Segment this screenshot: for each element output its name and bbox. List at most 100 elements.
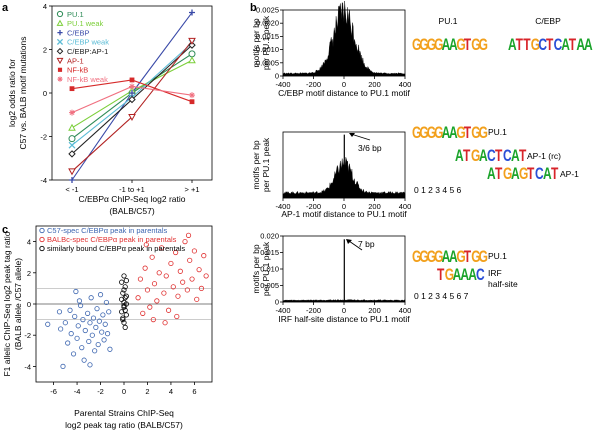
logo-letter: G bbox=[445, 266, 454, 284]
logo-letter: G bbox=[419, 248, 428, 266]
scatter-point bbox=[156, 270, 162, 276]
hist-irf-y-label-line1: motifs per bp bbox=[251, 244, 261, 293]
logo-letter: G bbox=[519, 165, 528, 183]
scatter-point bbox=[123, 277, 129, 284]
panel-label-b: b bbox=[250, 2, 257, 14]
scatter-point bbox=[143, 242, 149, 248]
logo-letter: G bbox=[427, 248, 436, 266]
y-tick-label: 0 bbox=[275, 298, 279, 307]
logo-row2-ap1rc-label: AP-1 (rc) bbox=[527, 151, 561, 161]
panel-a-x-label-line1: C/EBPα ChIP-Seq log2 ratio bbox=[79, 194, 186, 204]
logo-letter: T bbox=[519, 147, 527, 165]
logo-letter: G bbox=[479, 36, 488, 54]
x-tick-label: -6 bbox=[50, 387, 57, 396]
logo-pu1-title: PU.1 bbox=[439, 16, 458, 26]
hist-ap1-y-label-line2: per PU.1 peak bbox=[261, 137, 271, 192]
scatter-point bbox=[68, 331, 74, 337]
scatter-point bbox=[88, 295, 94, 301]
logo-letter: A bbox=[508, 36, 517, 54]
series-point bbox=[189, 92, 195, 99]
panel-label-a: a bbox=[2, 2, 9, 14]
logo-letter: T bbox=[437, 266, 445, 284]
logo-letter: T bbox=[516, 36, 524, 54]
logo-row2-pu1-label: PU.1 bbox=[488, 127, 507, 137]
logo-letter: G bbox=[434, 36, 443, 54]
series-line bbox=[71, 40, 193, 172]
x-tick-label: 4 bbox=[169, 387, 173, 396]
panel-c-x-label-line2: log2 peak tag ratio (BALB/C57) bbox=[65, 420, 183, 430]
scatter-point bbox=[74, 335, 80, 341]
x-tick-label: 6 bbox=[192, 387, 196, 396]
logo-row2-ap1-label: AP-1 bbox=[560, 169, 579, 179]
y-tick-label: 2 bbox=[27, 269, 31, 278]
x-tick-label: > +1 bbox=[184, 185, 199, 194]
logo-row2-ap1-rc: A T GA C T C A T bbox=[455, 147, 527, 165]
x-tick-label: -200 bbox=[306, 80, 321, 89]
scatter-point bbox=[142, 265, 148, 271]
scatter-point bbox=[154, 298, 160, 304]
logo-letter: A bbox=[449, 36, 458, 54]
logo-letter: A bbox=[584, 36, 593, 54]
scatter-point bbox=[102, 321, 108, 327]
logo-letter: G bbox=[427, 124, 436, 142]
legend-marker bbox=[56, 19, 64, 26]
legend-marker bbox=[56, 57, 64, 65]
series-point bbox=[188, 50, 196, 58]
legend-marker bbox=[57, 30, 63, 36]
series-point bbox=[68, 168, 76, 176]
logo-letter: G bbox=[412, 248, 421, 266]
hist-irf-x-ticks: -400 -200 0 200 400 bbox=[275, 302, 411, 315]
panel-c-x-ticks: -6 -4 -2 0 2 4 6 bbox=[50, 382, 196, 396]
logo-letter: T bbox=[546, 36, 554, 54]
y-tick-label: -4 bbox=[40, 176, 47, 185]
series-point bbox=[69, 177, 75, 183]
logo-letter: G bbox=[434, 248, 443, 266]
x-tick-label: 0 bbox=[122, 387, 126, 396]
scatter-point bbox=[173, 249, 179, 256]
logo-letter: T bbox=[495, 165, 503, 183]
logo-row3-positions: 0 1 2 3 4 5 6 7 bbox=[414, 291, 469, 301]
scatter-point bbox=[158, 245, 165, 251]
panel-a-y-ticks: -4 -2 0 2 4 bbox=[40, 2, 52, 185]
legend-label: C/EBP bbox=[67, 28, 90, 37]
logo-letter: G bbox=[503, 165, 512, 183]
x-tick-label: 0 bbox=[342, 80, 346, 89]
scatter-point bbox=[87, 320, 93, 326]
logo-letter: G bbox=[412, 36, 421, 54]
legend-label: NF-kB weak bbox=[67, 75, 108, 84]
x-tick-label: 400 bbox=[399, 80, 412, 89]
logo-letter: T bbox=[569, 36, 577, 54]
x-tick-label: 0 bbox=[342, 202, 346, 211]
y-tick-label: 0.0010 bbox=[256, 45, 279, 54]
logo-row3-irf-sublabel: half-site bbox=[488, 279, 518, 289]
scatter-point bbox=[99, 329, 105, 335]
scatter-point bbox=[120, 316, 126, 323]
series-point bbox=[189, 99, 195, 105]
legend-label: C/EBP weak bbox=[67, 38, 109, 47]
series-point bbox=[189, 9, 195, 16]
scatter-point bbox=[89, 332, 95, 338]
series-point bbox=[188, 37, 196, 45]
scatter-point bbox=[177, 268, 183, 274]
series-point bbox=[128, 95, 136, 104]
legend-label: NF-kB bbox=[67, 66, 88, 75]
legend-label: C57-spec C/EBPα peak in parentals bbox=[47, 226, 167, 235]
legend-marker bbox=[57, 76, 63, 82]
panel-b-irf-histogram: 0 0.005 0.010 0.015 0.020 -400 -200 0 200 400 7 … bbox=[251, 232, 411, 325]
panel-a-series bbox=[68, 9, 196, 183]
scatter-point bbox=[168, 260, 174, 267]
logo-letter: A bbox=[449, 124, 458, 142]
hist-cebp-x-ticks: -400 -200 0 200 400 bbox=[275, 76, 411, 89]
panel-a-x-label-line2: (BALB/C57) bbox=[109, 206, 155, 216]
scatter-point bbox=[140, 310, 146, 316]
series-point bbox=[129, 90, 135, 96]
logo-letter: T bbox=[551, 165, 559, 183]
legend-label: similarly bound C/EBPα peak in parentals bbox=[47, 244, 185, 253]
logo-letter: A bbox=[468, 266, 477, 284]
scatter-point bbox=[106, 309, 112, 315]
y-tick-label: 0 bbox=[27, 300, 31, 309]
logo-letter: G bbox=[479, 124, 488, 142]
